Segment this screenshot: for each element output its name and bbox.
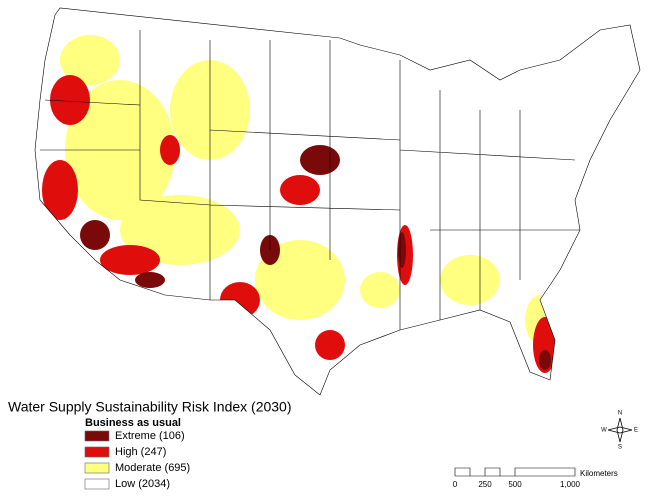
- us-map: [34, 7, 641, 396]
- legend-swatch: [84, 446, 110, 458]
- legend-label: Moderate (695): [115, 462, 190, 474]
- map-title: Water Supply Sustainability Risk Index (…: [8, 399, 292, 415]
- legend-swatch: [84, 462, 110, 474]
- legend-label: High (247): [115, 446, 166, 458]
- compass: N S E W: [601, 411, 638, 451]
- legend-swatch: [84, 430, 110, 442]
- legend-swatch: [84, 478, 110, 490]
- compass-west: W: [601, 428, 607, 434]
- legend-label: Low (2034): [115, 478, 170, 490]
- scale-label: 0: [453, 480, 458, 489]
- compass-east: E: [634, 428, 638, 434]
- legend-label: Extreme (106): [115, 430, 185, 442]
- scale-unit: Kilometers: [580, 469, 618, 478]
- compass-north: N: [618, 411, 622, 417]
- scale-label: 1,000: [560, 480, 581, 489]
- legend-title: Business as usual: [85, 417, 181, 429]
- scale-bar: 0 250 500 1,000 Kilometers: [453, 467, 618, 489]
- legend: Extreme (106) High (247) Moderate (695) Low…: [84, 430, 190, 490]
- compass-south: S: [618, 445, 622, 451]
- scale-label: 250: [478, 480, 492, 489]
- high-areas: [42, 75, 557, 373]
- scale-label: 500: [508, 480, 522, 489]
